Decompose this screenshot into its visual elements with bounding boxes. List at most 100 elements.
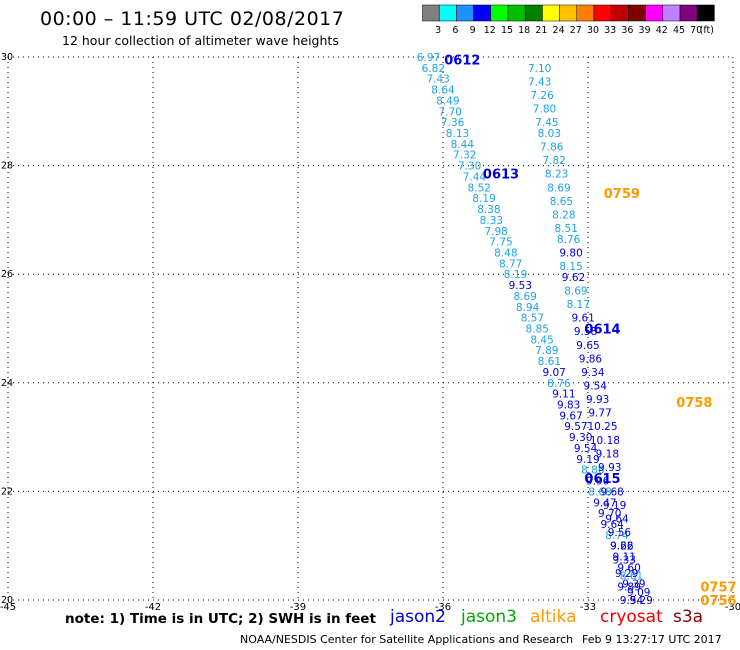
wave-height-value: 7.45: [535, 117, 558, 129]
lat-tick-label: 30: [1, 52, 13, 63]
wave-height-value: 8.52: [468, 182, 491, 194]
color-legend: 3 6 9 12 15 18 21 24 27 30 33 36 39 42 45 70(ft): [422, 4, 715, 36]
pass-time-label: 0758: [676, 396, 712, 411]
wave-height-value: 9.07: [542, 367, 565, 379]
wave-height-value: 8.94: [516, 302, 540, 314]
wave-height-value: 9.47: [593, 497, 616, 509]
lon-tick-label: -42: [145, 602, 161, 610]
legend-label: 42: [656, 25, 668, 36]
wave-height-value: 7.36: [441, 117, 465, 129]
legend-label: 18: [518, 25, 530, 36]
wave-height-value: 6.82: [422, 63, 445, 75]
wave-height-value: 8.85: [526, 324, 549, 336]
wave-height-value: 9.58: [574, 326, 597, 338]
lat-tick-label: 26: [1, 269, 13, 280]
wave-height-value: 8.76: [547, 378, 571, 390]
lon-tick-label: -36: [435, 602, 451, 610]
wave-height-value: 9.89: [617, 581, 640, 593]
wave-height-value: 8.38: [477, 204, 500, 216]
wave-height-value: 7.26: [530, 90, 554, 102]
wave-height-value: 9.57: [564, 421, 587, 433]
wave-height-value: 9.83: [557, 400, 580, 412]
wave-height-value: 8.28: [552, 209, 575, 221]
legend-label: 36: [621, 25, 633, 36]
wave-height-value: 9.30: [569, 432, 592, 444]
wave-height-value: 8.61: [538, 356, 561, 368]
page-title: 00:00 – 11:59 UTC 02/08/2017: [40, 8, 345, 30]
wave-height-value: 9.70: [598, 508, 621, 520]
wave-height-value: 8.48: [494, 247, 517, 259]
wave-height-value: 9.77: [588, 408, 611, 420]
credit-text: NOAA/NESDIS Center for Satellite Applica…: [240, 633, 574, 646]
wave-height-value: 7.82: [542, 155, 565, 167]
wave-height-value: 7.75: [489, 237, 512, 249]
legend-label: 24: [553, 25, 565, 36]
wave-height-value: 9.54: [584, 381, 608, 393]
wave-height-value: 7.86: [540, 142, 564, 154]
wave-height-value: 9.09: [627, 587, 650, 599]
wave-height-value: 9.22: [610, 541, 633, 553]
wave-height-value: 9.18: [596, 448, 619, 460]
page-subtitle: 12 hour collection of altimeter wave hei…: [62, 33, 339, 48]
wave-height-map: -45 -42 -39 -36 -33 -303028262422206.976.827.…: [0, 52, 740, 610]
satellite-s3a: s3a: [673, 607, 704, 627]
track-1: 6.976.827.438.648.497.707.368.138.447.32…: [417, 52, 653, 607]
pass-time-label: 0612: [444, 54, 480, 69]
wave-height-value: 9.29: [629, 595, 652, 607]
pass-time-label: 0759: [604, 187, 640, 202]
legend-label: 6: [452, 25, 458, 36]
wave-height-value: 8.69: [564, 285, 587, 297]
wave-height-value: 7.98: [484, 226, 507, 238]
legend-label: 27: [570, 25, 582, 36]
lon-tick-label: -30: [725, 602, 740, 610]
wave-height-value: 9.39: [622, 579, 645, 591]
legend-swatch: [696, 4, 715, 22]
wave-height-value: 9.93: [586, 394, 609, 406]
wave-height-value: 7.43: [426, 74, 449, 86]
legend-label: 9: [470, 25, 476, 36]
wave-height-value: 7.80: [533, 104, 556, 116]
wave-height-value: 7.30: [458, 161, 481, 173]
wave-height-value: 10.18: [590, 435, 620, 447]
wave-height-value: 8.44: [451, 139, 475, 151]
wave-height-value: 8.77: [499, 258, 522, 270]
legend-label: 30: [587, 25, 599, 36]
wave-height-value: 8.68: [588, 486, 611, 498]
track-2: 7.107.437.267.807.458.037.867.828.238.69…: [528, 63, 644, 607]
wave-height-value: 9.54: [620, 595, 644, 607]
wave-height-value: 9.33: [613, 554, 636, 566]
wave-height-value: 9.29: [615, 568, 638, 580]
wave-height-value: 8.76: [557, 234, 581, 246]
lat-tick-label: 20: [1, 595, 13, 606]
legend-label: 70: [690, 25, 702, 36]
wave-height-value: 7.44: [463, 171, 487, 183]
wave-height-value: 8.03: [538, 128, 561, 140]
wave-height-value: 7.10: [528, 63, 551, 75]
lat-tick-label: 22: [1, 486, 13, 497]
wave-height-value: 9.65: [576, 340, 599, 352]
wave-height-value: 8.15: [559, 261, 582, 273]
wave-height-value: 8.13: [446, 128, 469, 140]
legend-label: 33: [604, 25, 616, 36]
wave-height-value: 8.74: [605, 530, 629, 542]
wave-height-value: 9.86: [579, 353, 603, 365]
wave-height-value: 8.69: [513, 291, 536, 303]
wave-height-value: 8.65: [550, 196, 573, 208]
wave-height-value: 8.19: [504, 269, 527, 281]
legend-label: 3: [435, 25, 441, 36]
pass-time-label: 0613: [483, 168, 519, 183]
legend-label: 15: [501, 25, 513, 36]
wave-height-value: 9.68: [600, 486, 623, 498]
wave-height-value: 9.62: [562, 272, 585, 284]
satellite-cryosat: cryosat: [600, 607, 663, 627]
wave-height-value: 8.64: [431, 85, 455, 97]
wave-height-value: 6.97: [417, 52, 440, 64]
wave-height-value: 8.57: [521, 313, 544, 325]
wave-height-value: 8.49: [436, 95, 459, 107]
wave-height-value: 9.96: [586, 476, 610, 488]
wave-height-value: 9.19: [576, 454, 599, 466]
wave-height-value: 8.23: [545, 169, 568, 181]
wave-height-value: 9.11: [552, 389, 575, 401]
wave-height-value: 8.17: [567, 299, 590, 311]
lon-tick-label: -45: [0, 602, 16, 610]
